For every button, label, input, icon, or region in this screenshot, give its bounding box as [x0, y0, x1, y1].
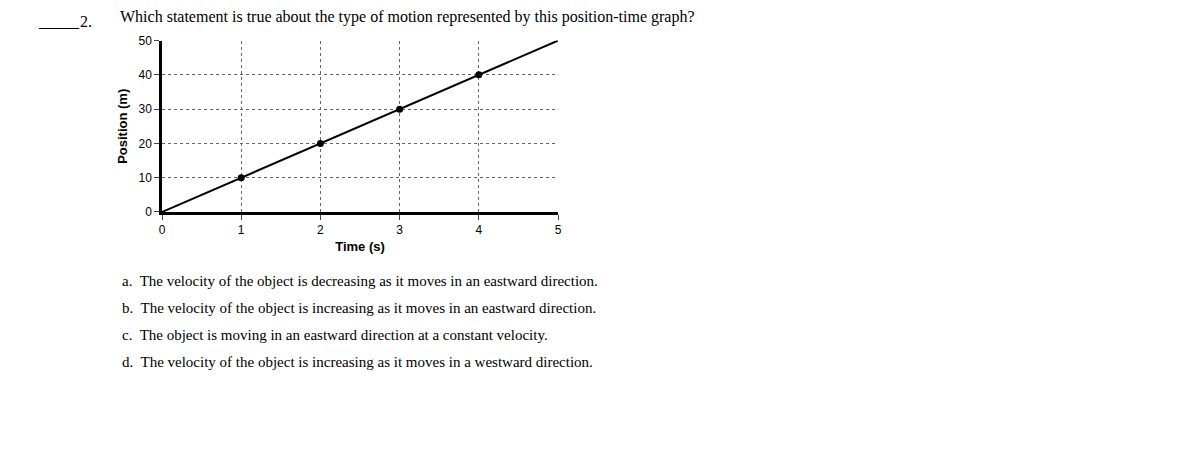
- svg-text:Time (s): Time (s): [335, 239, 385, 254]
- svg-text:30: 30: [138, 102, 152, 116]
- svg-text:40: 40: [138, 68, 152, 82]
- svg-text:0: 0: [145, 205, 152, 219]
- svg-text:b. The velocity of the object: b. The velocity of the object is increas…: [122, 300, 596, 316]
- svg-text:1: 1: [238, 223, 245, 237]
- svg-text:a. The velocity of the object: a. The velocity of the object is decreas…: [122, 273, 598, 289]
- svg-text:3: 3: [396, 223, 403, 237]
- svg-text:50: 50: [138, 34, 152, 48]
- svg-text:Which statement is true about: Which statement is true about the type o…: [120, 8, 695, 26]
- svg-text:5: 5: [555, 223, 562, 237]
- svg-text:0: 0: [159, 223, 166, 237]
- svg-text:d. The velocity of the object: d. The velocity of the object is increas…: [122, 354, 593, 370]
- svg-text:20: 20: [138, 137, 152, 151]
- svg-text:2: 2: [317, 223, 324, 237]
- svg-text:Position (m): Position (m): [115, 89, 130, 164]
- svg-text:2.: 2.: [80, 13, 92, 30]
- svg-text:10: 10: [138, 171, 152, 185]
- svg-text:_____: _____: [38, 13, 80, 30]
- svg-text:c. The object is moving in an: c. The object is moving in an eastward d…: [122, 327, 548, 343]
- svg-text:4: 4: [475, 223, 482, 237]
